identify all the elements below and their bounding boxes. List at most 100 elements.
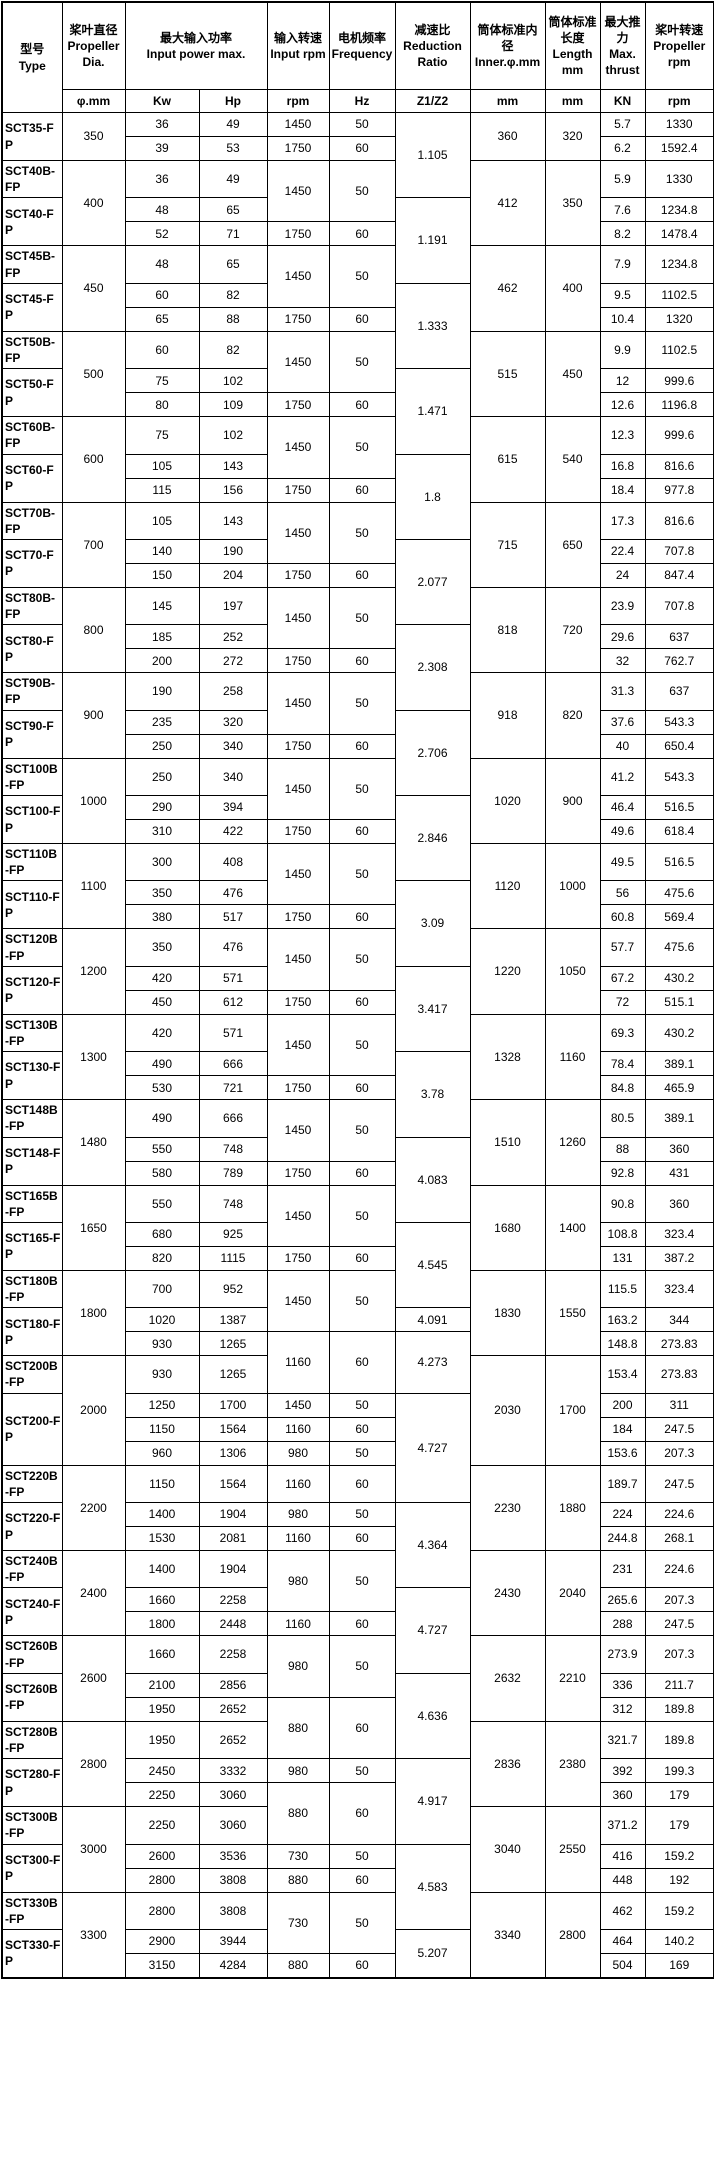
- thrust-cell: 9.5: [599, 282, 646, 308]
- kw-cell: 1950: [124, 1696, 200, 1722]
- model-cell: SCT260B-FP: [1, 1635, 63, 1674]
- hp-cell: 53: [198, 136, 268, 161]
- propeller-rpm-cell: 1102.5: [644, 330, 714, 370]
- table-row: 530 721 1750 60 84.8 465.9: [2, 1075, 714, 1101]
- input-rpm-cell: 880: [266, 1952, 330, 1979]
- input-rpm-cell: 1450: [266, 672, 330, 735]
- thrust-cell: 29.6: [599, 624, 646, 650]
- table-row: 1800 2448 1160 60 288 247.5: [2, 1611, 714, 1637]
- kw-cell: 36: [124, 112, 200, 137]
- unit-propeller-rpm: rpm: [644, 89, 714, 113]
- hp-cell: 49: [198, 159, 268, 199]
- table-row: SCT40B-FP 400 36 49 1450 50 412 350 5.9 1330: [1, 159, 714, 247]
- header-type-en: Type: [18, 58, 46, 73]
- header-propeller-dia-zh: 桨叶直径: [69, 22, 118, 37]
- frequency-cell: 60: [328, 989, 396, 1015]
- model-cell: SCT90B-FP: [1, 672, 63, 711]
- hp-cell: 1115: [198, 1245, 268, 1271]
- inner-dia-cell: 2430: [469, 1549, 546, 1637]
- propeller-rpm-cell: 515.1: [644, 989, 714, 1015]
- table-row: SCT180B-FP 1800 700 952 1450 50 1830 1550 115.5 3…: [1, 1269, 714, 1357]
- table-row: 39 53 1750 60 6.2 1592.4: [2, 136, 714, 161]
- model-cell: SCT80B-FP: [1, 586, 63, 626]
- propeller-rpm-cell: 637: [644, 672, 714, 711]
- propeller-rpm-cell: 618.4: [644, 819, 714, 844]
- frequency-cell: 60: [328, 1331, 396, 1394]
- table-row: SCT220-FP 1400 1904 980 50 4.364 224 224.6: [1, 1501, 714, 1589]
- hp-cell: 71: [198, 221, 268, 247]
- ratio-cell: 4.273: [394, 1331, 471, 1394]
- header-frequency: 电机频率 Frequency: [328, 1, 396, 90]
- ratio-cell: 4.091: [394, 1307, 471, 1333]
- propeller-rpm-cell: 1592.4: [644, 136, 714, 161]
- table-row: SCT330B-FP 3300 2800 3808 730 50 3340 2800 462 15…: [1, 1891, 714, 1979]
- frequency-cell: 50: [328, 1440, 396, 1466]
- frequency-cell: 60: [328, 1696, 396, 1760]
- diameter-cell: 1800: [61, 1269, 126, 1357]
- thrust-cell: 231: [599, 1549, 646, 1589]
- inner-dia-cell: 2836: [469, 1720, 546, 1808]
- kw-cell: 1400: [124, 1502, 200, 1527]
- propeller-rpm-cell: 268.1: [644, 1526, 714, 1551]
- hp-cell: 4284: [198, 1952, 268, 1979]
- propeller-rpm-cell: 360: [644, 1136, 714, 1162]
- frequency-cell: 60: [328, 1952, 396, 1979]
- table-row: SCT148B-FP 1480 490 666 1450 50 1510 1260 80.5 38…: [1, 1099, 714, 1186]
- input-rpm-cell: 1750: [266, 221, 330, 247]
- table-row: SCT180-FP 1020 1387 4.091 163.2 344: [1, 1307, 714, 1357]
- input-rpm-cell: 1750: [266, 819, 330, 844]
- hp-cell: 789: [198, 1160, 268, 1186]
- diameter-cell: 1200: [61, 928, 126, 1015]
- frequency-cell: 50: [328, 672, 396, 735]
- inner-dia-cell: 1120: [469, 842, 546, 930]
- model-cell: SCT45B-FP: [1, 245, 63, 284]
- kw-cell: 930: [124, 1355, 200, 1394]
- frequency-cell: 50: [328, 1843, 396, 1869]
- frequency-cell: 50: [328, 1635, 396, 1698]
- model-cell: SCT240B-FP: [1, 1549, 63, 1589]
- diameter-cell: 350: [61, 112, 126, 161]
- ratio-cell: 1.333: [394, 282, 471, 370]
- frequency-cell: 50: [328, 842, 396, 906]
- table-row: SCT330-FP 2900 3944 5.207 464 140.2: [1, 1928, 714, 1979]
- ratio-cell: 3.417: [394, 965, 471, 1053]
- length-cell: 1550: [544, 1269, 601, 1357]
- header-input-rpm-en: Input rpm: [270, 47, 326, 61]
- propeller-rpm-cell: 475.6: [644, 928, 714, 967]
- hp-cell: 2856: [198, 1672, 268, 1698]
- ratio-cell: 4.727: [394, 1392, 471, 1504]
- thrust-cell: 189.7: [599, 1464, 646, 1504]
- thrust-cell: 448: [599, 1867, 646, 1893]
- table-row: SCT45B-FP 450 48 65 1450 50 462 400 7.9 1234.8: [1, 245, 714, 332]
- hp-cell: 197: [198, 586, 268, 626]
- table-row: SCT80B-FP 800 145 197 1450 50 818 720 23.9 707.8: [1, 586, 714, 674]
- length-cell: 900: [544, 757, 601, 845]
- input-rpm-cell: 980: [266, 1440, 330, 1466]
- hp-cell: 2652: [198, 1720, 268, 1760]
- length-cell: 1400: [544, 1184, 601, 1271]
- hp-cell: 272: [198, 648, 268, 674]
- kw-cell: 420: [124, 965, 200, 991]
- thrust-cell: 31.3: [599, 672, 646, 711]
- model-cell: SCT148B-FP: [1, 1099, 63, 1138]
- kw-cell: 80: [124, 392, 200, 418]
- thrust-cell: 12.6: [599, 392, 646, 418]
- kw-cell: 820: [124, 1245, 200, 1271]
- frequency-cell: 60: [328, 392, 396, 418]
- propeller-rpm-cell: 707.8: [644, 538, 714, 564]
- hp-cell: 65: [198, 245, 268, 284]
- kw-cell: 36: [124, 159, 200, 199]
- inner-dia-cell: 3040: [469, 1806, 546, 1893]
- hp-cell: 82: [198, 330, 268, 370]
- propeller-rpm-cell: 273.83: [644, 1355, 714, 1394]
- propeller-rpm-cell: 999.6: [644, 416, 714, 455]
- propeller-rpm-cell: 816.6: [644, 453, 714, 479]
- ratio-cell: 2.706: [394, 709, 471, 797]
- header-input-rpm: 输入转速 Input rpm: [266, 1, 330, 90]
- thrust-cell: 5.7: [599, 112, 646, 137]
- table-row: 2250 3060 880 60 360 179: [2, 1782, 714, 1845]
- kw-cell: 680: [124, 1221, 200, 1247]
- hp-cell: 340: [198, 733, 268, 759]
- input-rpm-cell: 1750: [266, 648, 330, 674]
- table-row: SCT50-FP 75 102 1.471 12 999.6: [1, 368, 714, 455]
